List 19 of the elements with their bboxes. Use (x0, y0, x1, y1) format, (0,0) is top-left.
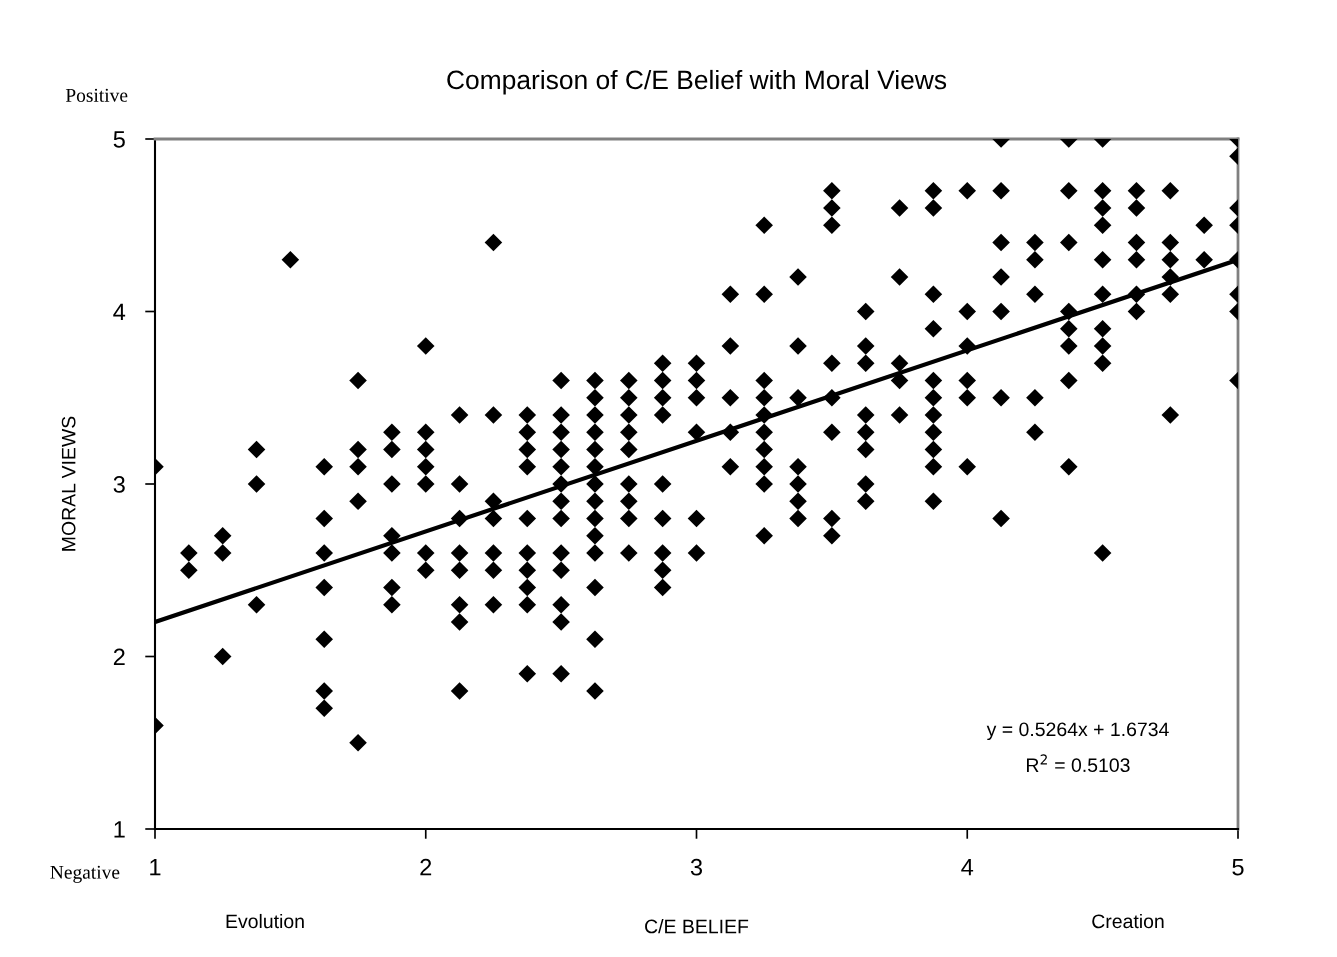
y-tick-label: 2 (113, 648, 125, 666)
x-axis-title: C/E BELIEF (645, 919, 749, 934)
text: Evolution (226, 913, 304, 929)
y-tick-label: 5 (113, 131, 125, 148)
y-tick-label: 3 (113, 476, 125, 493)
annotation: y = 0.5264x + 1.6734 (986, 722, 1169, 741)
y-tick-label: 4 (113, 303, 126, 321)
x-tick-label: 1 (150, 859, 161, 876)
chart-title: Comparison of C/E Belief with Moral Views (447, 69, 947, 95)
text: Negative (50, 865, 120, 883)
x-tick-label: 2 (420, 858, 432, 876)
y-tick-label: 1 (114, 821, 125, 838)
y-axis-title: MORAL VIEWS (61, 416, 76, 551)
x-tick-label: 4 (961, 859, 974, 876)
text: Positive (65, 88, 128, 102)
x-tick-label: 5 (1232, 859, 1244, 876)
text: Creation (1092, 913, 1164, 929)
annotation: R$^{2}$ = 0.5103 (1027, 754, 1130, 773)
x-tick-label: 3 (690, 858, 703, 876)
